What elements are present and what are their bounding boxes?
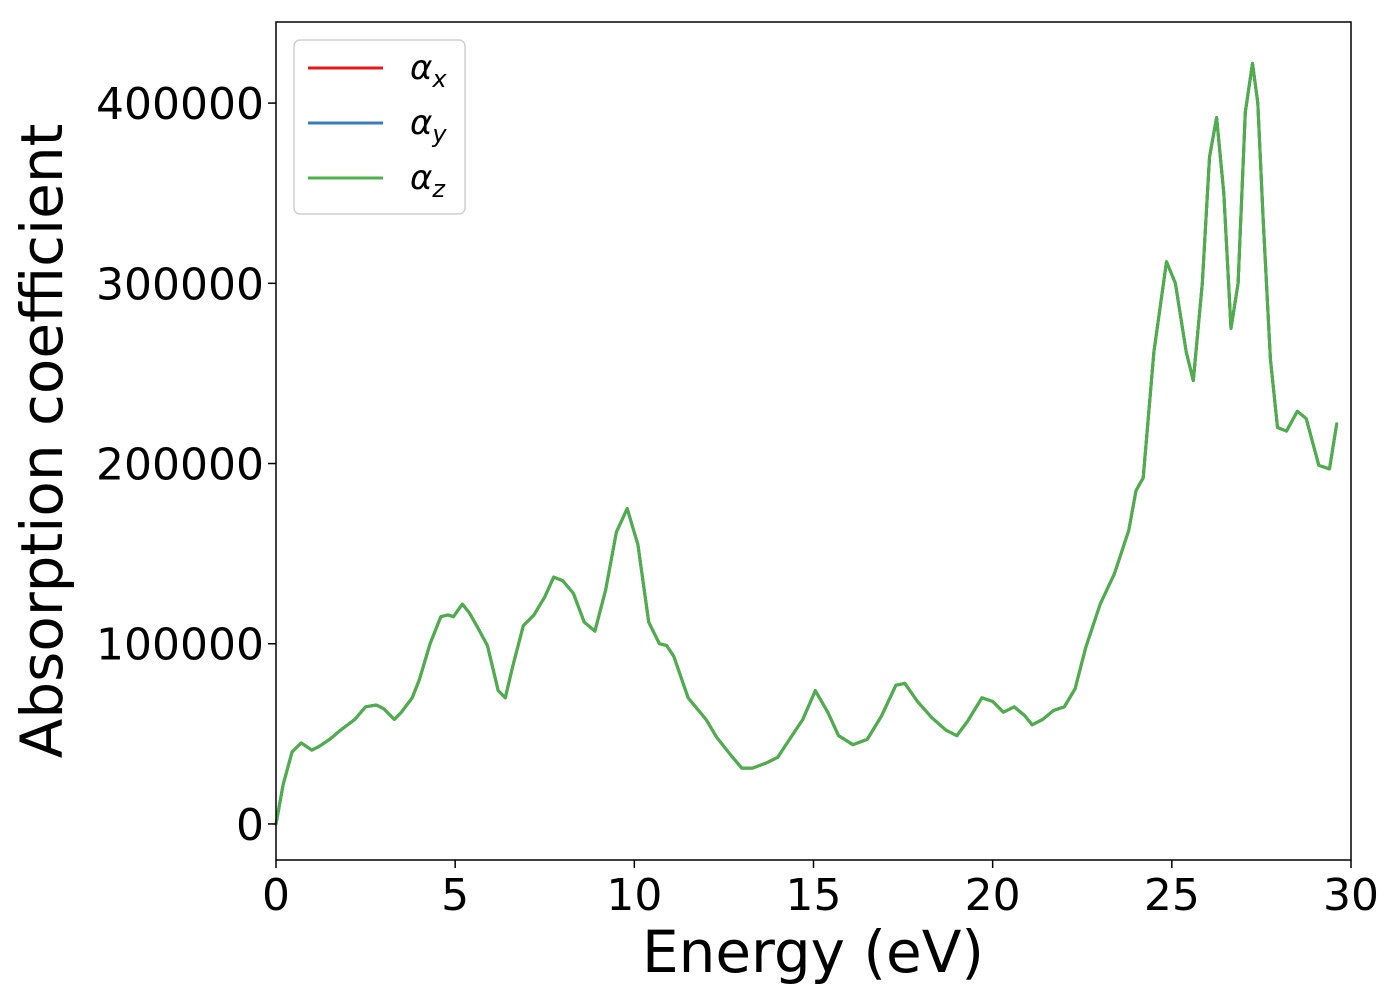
legend-label-subscript: x	[431, 65, 447, 93]
x-tick-label: 25	[1144, 870, 1200, 921]
legend-label-y: αy	[410, 103, 447, 148]
x-tick-label: 10	[606, 870, 662, 921]
x-axis-ticks: 0 5 10 15 20 25 30	[262, 860, 1379, 921]
y-tick-label: 100000	[96, 620, 264, 671]
x-tick-label: 20	[965, 870, 1021, 921]
legend-label-z: αz	[410, 158, 446, 203]
x-tick-label: 15	[786, 870, 842, 921]
x-tick-label: 0	[262, 870, 290, 921]
legend-label-base: α	[410, 103, 432, 143]
legend-label-base: α	[410, 158, 432, 198]
y-axis-ticks: 0 100000 200000 300000 400000	[96, 79, 276, 851]
x-tick-label: 30	[1323, 870, 1379, 921]
x-tick-label: 5	[441, 870, 469, 921]
legend-label-x: αx	[410, 48, 447, 93]
legend-label-subscript: z	[431, 175, 446, 203]
y-tick-label: 200000	[96, 440, 264, 491]
legend-label-base: α	[410, 48, 432, 88]
series-layer	[274, 61, 1339, 826]
legend-box	[293, 39, 466, 215]
y-tick-label: 400000	[96, 79, 264, 130]
y-tick-label: 0	[236, 800, 264, 851]
series-line-z	[274, 61, 1339, 826]
legend-label-subscript: y	[431, 120, 447, 148]
y-axis-label: Absorption coefficient	[8, 124, 76, 759]
x-axis-label: Energy (eV)	[642, 918, 984, 986]
y-tick-label: 300000	[96, 259, 264, 310]
